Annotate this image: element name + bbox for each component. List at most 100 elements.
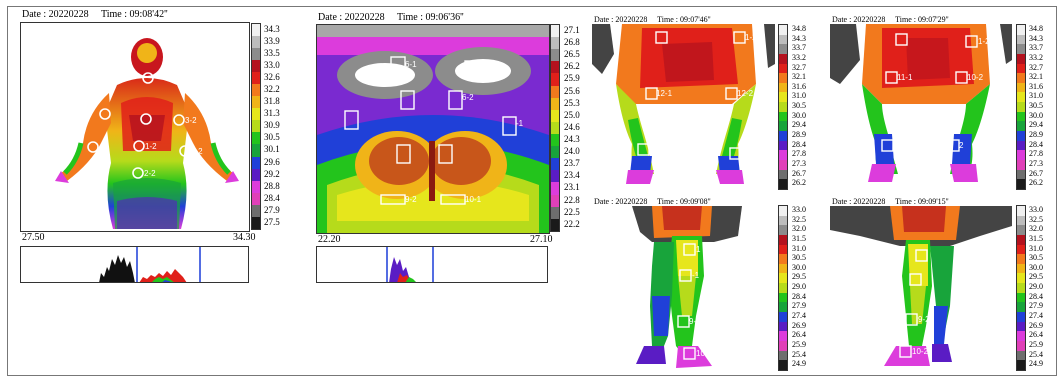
scale-tick-label: 32.1 [1029,72,1043,82]
scale-color-band [779,292,787,303]
roi-box[interactable] [915,249,928,262]
scale-color-band [252,72,260,85]
scale-color-band [551,61,559,74]
scale-tick-label: 23.4 [564,170,580,181]
thermal-image-leg[interactable]: 1 -1 9-1 10-1 [592,206,775,372]
scale-tick-label: 25.9 [792,339,806,349]
scale-tick-label: 29.5 [1029,272,1043,282]
scale-tick-label: 26.5 [564,49,580,60]
scale-color-band [1017,131,1025,141]
scale-color-band [551,121,559,134]
scale-color-band [779,263,787,274]
scale-color-band [779,82,787,93]
roi-box[interactable] [909,273,922,286]
roi-box[interactable] [440,194,466,205]
roi-box[interactable] [881,139,894,152]
roi-box[interactable] [955,71,968,84]
scale-color-band [1017,53,1025,64]
roi-circle[interactable] [99,108,111,120]
scale-color-band [1017,321,1025,332]
panel-header: Date : 20220228 Time : 09:07'29'' [832,15,949,24]
scale-tick-label: 29.0 [792,282,806,292]
thermal-image-back-arms[interactable]: 1-2 12-1 12-2 1-1 1-2 [592,24,775,190]
roi-box[interactable] [645,87,658,100]
scale-color-band [1017,150,1025,160]
scale-color-band [1017,25,1025,35]
scale-color-band [1017,283,1025,293]
temperature-color-scale [1016,24,1026,190]
scale-color-band [551,49,559,62]
roi-box[interactable] [380,194,406,205]
scale-tick-label: 29.2 [264,168,280,179]
roi-box[interactable] [344,110,359,130]
scale-tick-label: 25.6 [564,85,580,96]
scale-tick-labels: 33.0 32.5 32.0 31.5 31.0 30.5 30.0 29.5 29.0 28.4… [1029,205,1043,369]
roi-box[interactable] [438,144,453,164]
roi-box[interactable] [733,31,746,44]
thermal-image-leg[interactable]: 9-2 10-2 [830,206,1012,372]
roi-box[interactable] [637,143,650,156]
thermal-image-back-arms[interactable]: 1-2 11-1 10-2 1 2 [830,24,1012,190]
roi-box[interactable] [899,345,912,358]
roi-box[interactable] [655,31,668,44]
scale-color-band [1017,73,1025,83]
roi-label: 1-2 [978,37,990,46]
scale-color-band [551,146,559,159]
scale-color-band [1017,121,1025,132]
roi-circle[interactable] [179,145,191,157]
roi-box[interactable] [400,90,415,110]
roi-box[interactable] [683,347,696,360]
scale-tick-label: 29.6 [264,156,280,167]
roi-box[interactable] [905,313,918,326]
scale-color-band [551,25,559,38]
roi-box[interactable] [448,90,463,110]
scale-tick-label: 33.0 [792,205,806,214]
roi-box[interactable] [390,56,406,70]
scale-color-band [551,37,559,50]
scale-tick-label: 27.8 [1029,149,1043,159]
roi-box[interactable] [502,116,517,136]
roi-label: 5-2 [479,60,491,69]
scale-color-band [779,254,787,264]
thermal-image-top-view[interactable]: 6-1 5-2 6-2 -1 9-2 10-1 [316,24,550,234]
scale-tick-label: 28.4 [792,291,806,301]
scale-tick-label: 24.0 [564,146,580,157]
scale-tick-label: 32.1 [792,72,806,82]
thermal-image-front-body[interactable]: 3-2 1-2 2-2 2-2 [20,22,250,232]
roi-circle[interactable] [140,113,152,125]
roi-label: 3-2 [185,116,197,125]
roi-circle[interactable] [142,72,154,84]
scale-color-band [779,283,787,293]
scale-color-band [252,36,260,49]
panel-header: Date : 20220228 Time : 09:08'42'' [22,9,168,20]
roi-box[interactable] [729,147,742,160]
scale-tick-label: 24.3 [564,133,580,144]
scale-color-band [1017,159,1025,170]
panel-header: Date : 20220228 Time : 09:07'46'' [594,15,711,24]
roi-box[interactable] [895,33,908,46]
roi-label: 1 [893,141,898,150]
roi-box[interactable] [464,60,480,74]
scale-color-band [252,192,260,205]
roi-box[interactable] [885,71,898,84]
roi-box[interactable] [947,139,960,152]
scale-tick-label: 33.7 [1029,43,1043,53]
scale-tick-label: 27.3 [792,158,806,168]
roi-box[interactable] [679,269,692,282]
roi-box[interactable] [396,144,411,164]
roi-box[interactable] [725,87,738,100]
roi-box[interactable] [677,315,690,328]
scale-tick-label: 30.5 [264,132,280,143]
roi-circle[interactable] [132,167,144,179]
scale-color-band [1017,215,1025,226]
roi-circle[interactable] [173,114,185,126]
scale-color-band [779,159,787,170]
scale-tick-label: 29.4 [792,120,806,130]
scale-tick-label: 34.3 [264,24,280,34]
scale-tick-label: 28.9 [792,130,806,140]
roi-box[interactable] [965,35,978,48]
roi-circle[interactable] [133,140,145,152]
scale-color-band [1017,44,1025,54]
roi-circle[interactable] [87,141,99,153]
roi-box[interactable] [683,243,696,256]
